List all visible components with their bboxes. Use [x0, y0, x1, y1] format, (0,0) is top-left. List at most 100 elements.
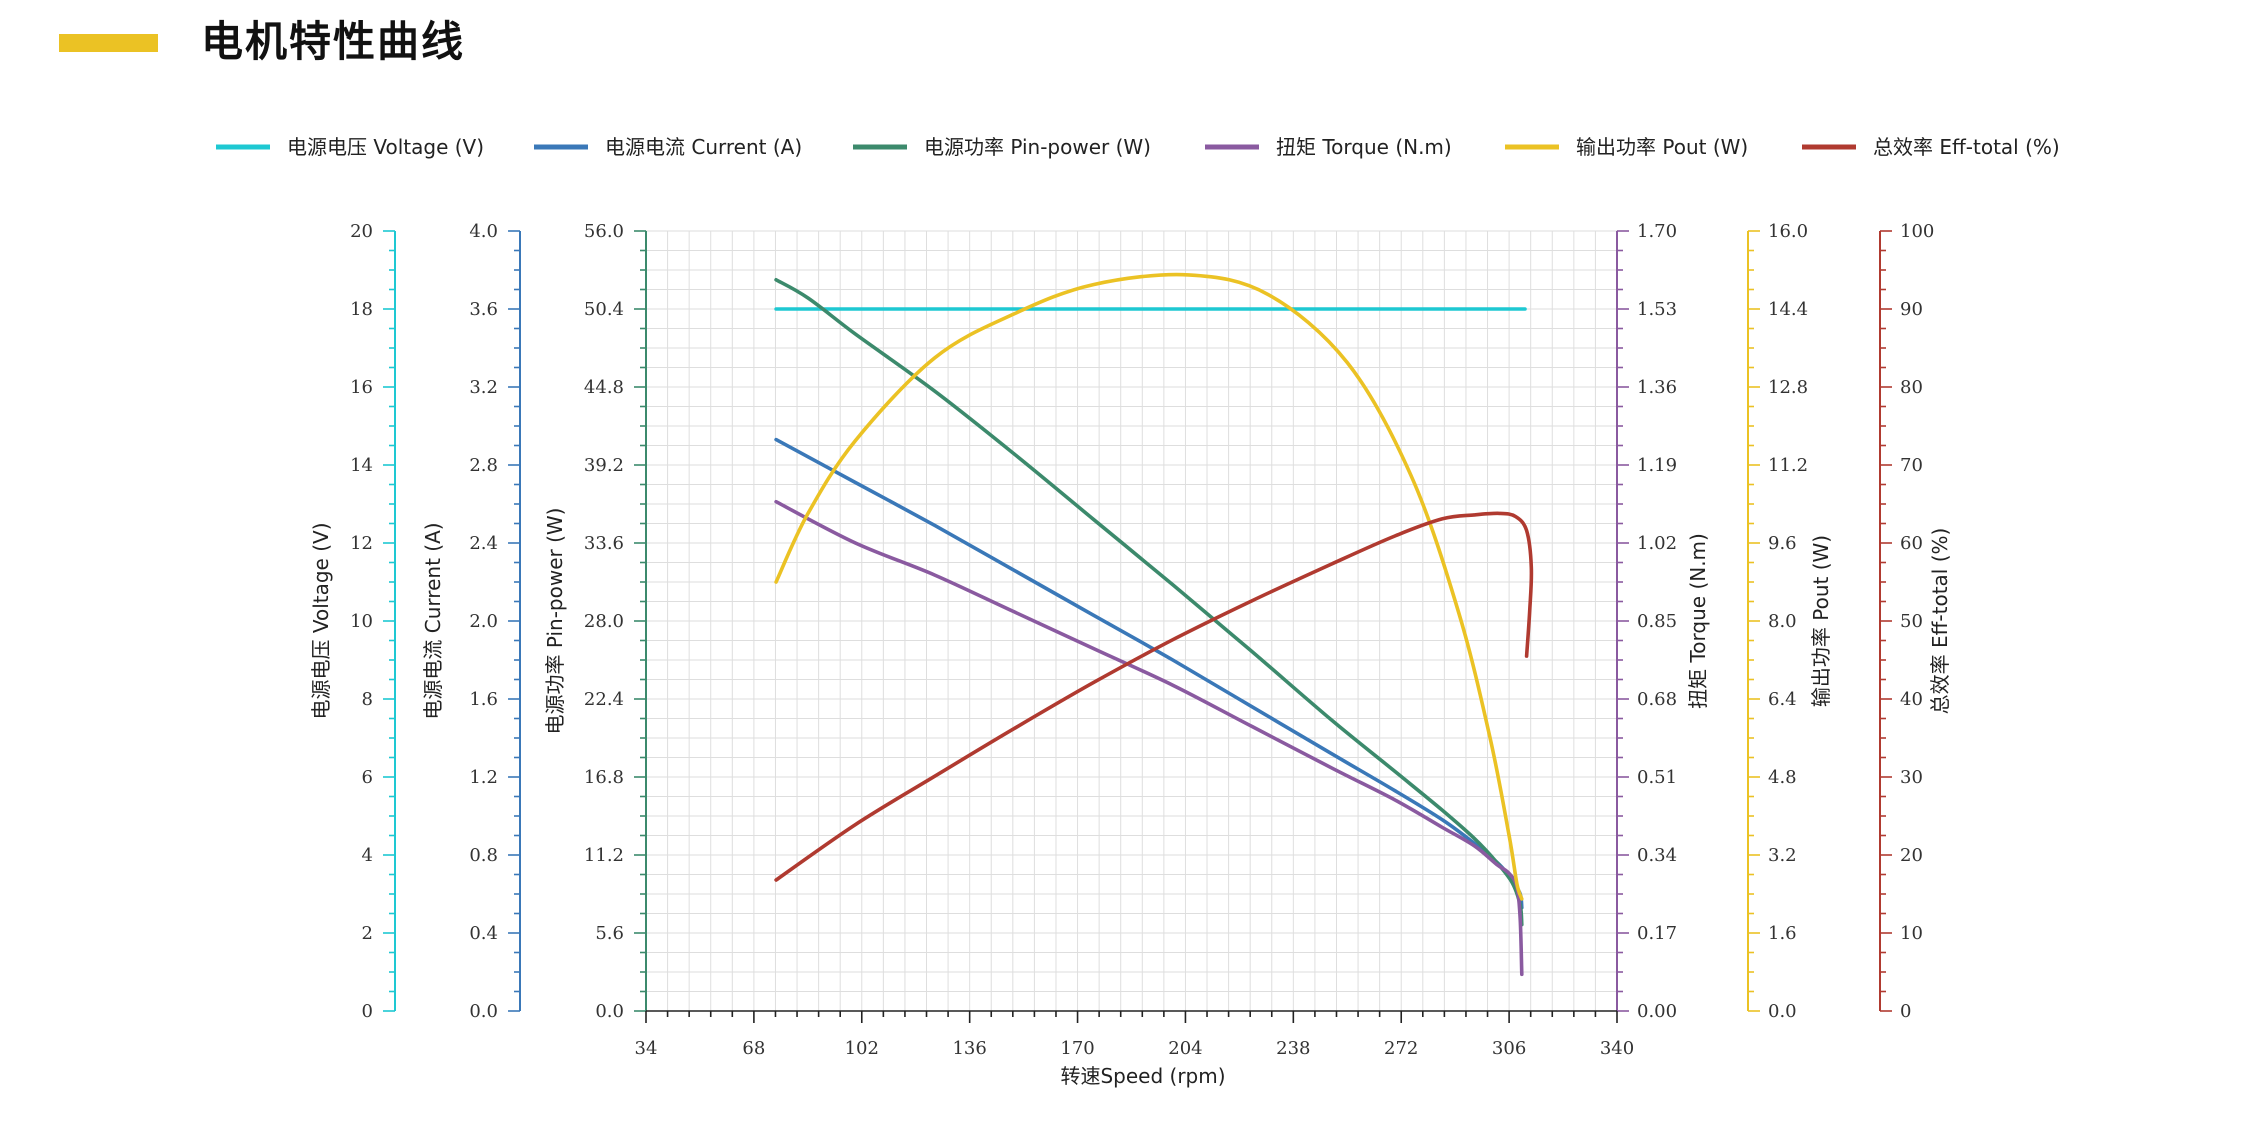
y-tick-label: 14.4: [1768, 299, 1808, 320]
y-tick-label: 100: [1900, 221, 1934, 242]
y-tick-label: 8.0: [1768, 611, 1797, 632]
y-tick-label: 0.00: [1637, 1001, 1677, 1022]
y-tick-label: 2.8: [469, 455, 498, 476]
x-tick-label: 204: [1168, 1038, 1202, 1059]
x-tick-label: 272: [1384, 1038, 1418, 1059]
y-tick-label: 20: [1900, 845, 1923, 866]
legend-item-pin: 电源功率 Pin-power (W): [853, 135, 1151, 159]
plot-grid: [645, 230, 1618, 1012]
x-tick-label: 102: [845, 1038, 879, 1059]
series-line-torque: [774, 499, 1524, 977]
page-title: 电机特性曲线: [201, 17, 466, 66]
y-tick-label: 0: [362, 1001, 373, 1022]
title-accent-bar: [59, 34, 158, 52]
x-tick-label: 68: [742, 1038, 765, 1059]
y-tick-label: 0.85: [1637, 611, 1677, 632]
series-line-eff: [774, 511, 1534, 882]
x-tick-label: 306: [1492, 1038, 1526, 1059]
y-tick-label: 6.4: [1768, 689, 1797, 710]
y-tick-label: 16.0: [1768, 221, 1808, 242]
legend-item-voltage: 电源电压 Voltage (V): [216, 135, 484, 159]
y-tick-label: 18: [350, 299, 373, 320]
y-tick-label: 16: [350, 377, 373, 398]
y-axis-torque: 0.00 0.17 0.34 0.51 0.68 0.85 1.02 1.19 1.36 1.53…: [1616, 221, 1710, 1022]
y-tick-label: 3.2: [1768, 845, 1797, 866]
y-tick-label: 1.19: [1637, 455, 1677, 476]
x-tick-label: 34: [635, 1038, 658, 1059]
series-lines: [774, 272, 1534, 977]
y-tick-label: 90: [1900, 299, 1923, 320]
y-tick-label: 11.2: [584, 845, 624, 866]
legend-label: 电源功率 Pin-power (W): [924, 135, 1151, 159]
y-tick-label: 44.8: [584, 377, 624, 398]
y-tick-label: 50.4: [584, 299, 624, 320]
y-tick-label: 4.0: [469, 221, 498, 242]
legend-item-current: 电源电流 Current (A): [534, 135, 802, 159]
y-tick-label: 1.53: [1637, 299, 1677, 320]
legend-label: 电源电流 Current (A): [605, 135, 802, 159]
y-axis-title-eff: 总效率 Eff-total (%): [1928, 528, 1952, 715]
y-tick-label: 0.51: [1637, 767, 1677, 788]
y-tick-label: 60: [1900, 533, 1923, 554]
y-tick-label: 4: [362, 845, 373, 866]
legend-item-eff: 总效率 Eff-total (%): [1802, 135, 2060, 159]
series-line-pin: [774, 278, 1524, 927]
y-axis-title-current: 电源电流 Current (A): [421, 522, 445, 719]
y-axis-title-voltage: 电源电压 Voltage (V): [309, 522, 333, 719]
y-tick-label: 1.6: [1768, 923, 1797, 944]
y-tick-label: 0: [1900, 1001, 1911, 1022]
y-tick-label: 8: [362, 689, 373, 710]
y-tick-label: 0.0: [1768, 1001, 1797, 1022]
x-axis: 34 68 102 136 170 204 238 272 306 340: [635, 1010, 1634, 1059]
y-tick-label: 40: [1900, 689, 1923, 710]
legend-label: 扭矩 Torque (N.m): [1276, 135, 1452, 159]
legend-item-torque: 扭矩 Torque (N.m): [1205, 135, 1452, 159]
y-tick-label: 0.34: [1637, 845, 1677, 866]
x-tick-label: 136: [952, 1038, 986, 1059]
y-tick-label: 16.8: [584, 767, 624, 788]
y-tick-label: 2: [362, 923, 373, 944]
x-tick-label: 340: [1600, 1038, 1634, 1059]
y-tick-label: 12.8: [1768, 377, 1808, 398]
y-tick-label: 14: [350, 455, 373, 476]
y-tick-label: 10: [350, 611, 373, 632]
y-tick-label: 1.2: [469, 767, 498, 788]
legend-item-pout: 输出功率 Pout (W): [1505, 135, 1748, 159]
y-tick-label: 20: [350, 221, 373, 242]
y-tick-label: 0.0: [469, 1001, 498, 1022]
y-tick-label: 22.4: [584, 689, 624, 710]
y-axis-pout: 0.0 1.6 3.2 4.8 6.4 8.0 9.6 11.2 12.8 14.4 16.0 输出功…: [1747, 221, 1833, 1022]
y-axis-pin: 0.0 5.6 11.2 16.8 22.4 28.0 33.6 39.2 44.8 50.4 56…: [543, 221, 647, 1022]
y-tick-label: 0.4: [469, 923, 498, 944]
y-tick-label: 4.8: [1768, 767, 1797, 788]
y-tick-label: 5.6: [595, 923, 624, 944]
y-tick-label: 1.02: [1637, 533, 1677, 554]
y-axis-title-torque: 扭矩 Torque (N.m): [1686, 533, 1710, 709]
y-tick-label: 1.6: [469, 689, 498, 710]
y-tick-label: 0.17: [1637, 923, 1677, 944]
y-tick-label: 2.0: [469, 611, 498, 632]
x-tick-label: 238: [1276, 1038, 1310, 1059]
y-axis-current: 0.0 0.4 0.8 1.2 1.6 2.0 2.4 2.8 3.2 3.6 4.0 电源电流 Cu…: [421, 221, 521, 1022]
y-axis-eff: 0 10 20 30 40 50 60 70 80 90 100 总效率 Eff-total (%): [1879, 221, 1952, 1022]
y-tick-label: 30: [1900, 767, 1923, 788]
y-tick-label: 3.2: [469, 377, 498, 398]
y-tick-label: 3.6: [469, 299, 498, 320]
series-line-pout: [774, 272, 1524, 901]
y-tick-label: 0.68: [1637, 689, 1677, 710]
y-tick-label: 33.6: [584, 533, 624, 554]
y-tick-label: 0.8: [469, 845, 498, 866]
y-axis-title-pin: 电源功率 Pin-power (W): [543, 508, 567, 735]
y-axis-voltage: 0 2 4 6 8 10 12 14 16 18 20 电源电压 Voltage (V): [309, 221, 396, 1022]
legend: 电源电压 Voltage (V) 电源电流 Current (A) 电源功率 Pin…: [216, 135, 2060, 159]
y-axis-title-pout: 输出功率 Pout (W): [1809, 535, 1833, 707]
y-tick-label: 10: [1900, 923, 1923, 944]
x-axis-title: 转速Speed (rpm): [1060, 1064, 1225, 1088]
y-tick-label: 11.2: [1768, 455, 1808, 476]
legend-label: 总效率 Eff-total (%): [1873, 135, 2060, 159]
x-tick-label: 170: [1060, 1038, 1094, 1059]
y-tick-label: 1.70: [1637, 221, 1677, 242]
y-tick-label: 0.0: [595, 1001, 624, 1022]
